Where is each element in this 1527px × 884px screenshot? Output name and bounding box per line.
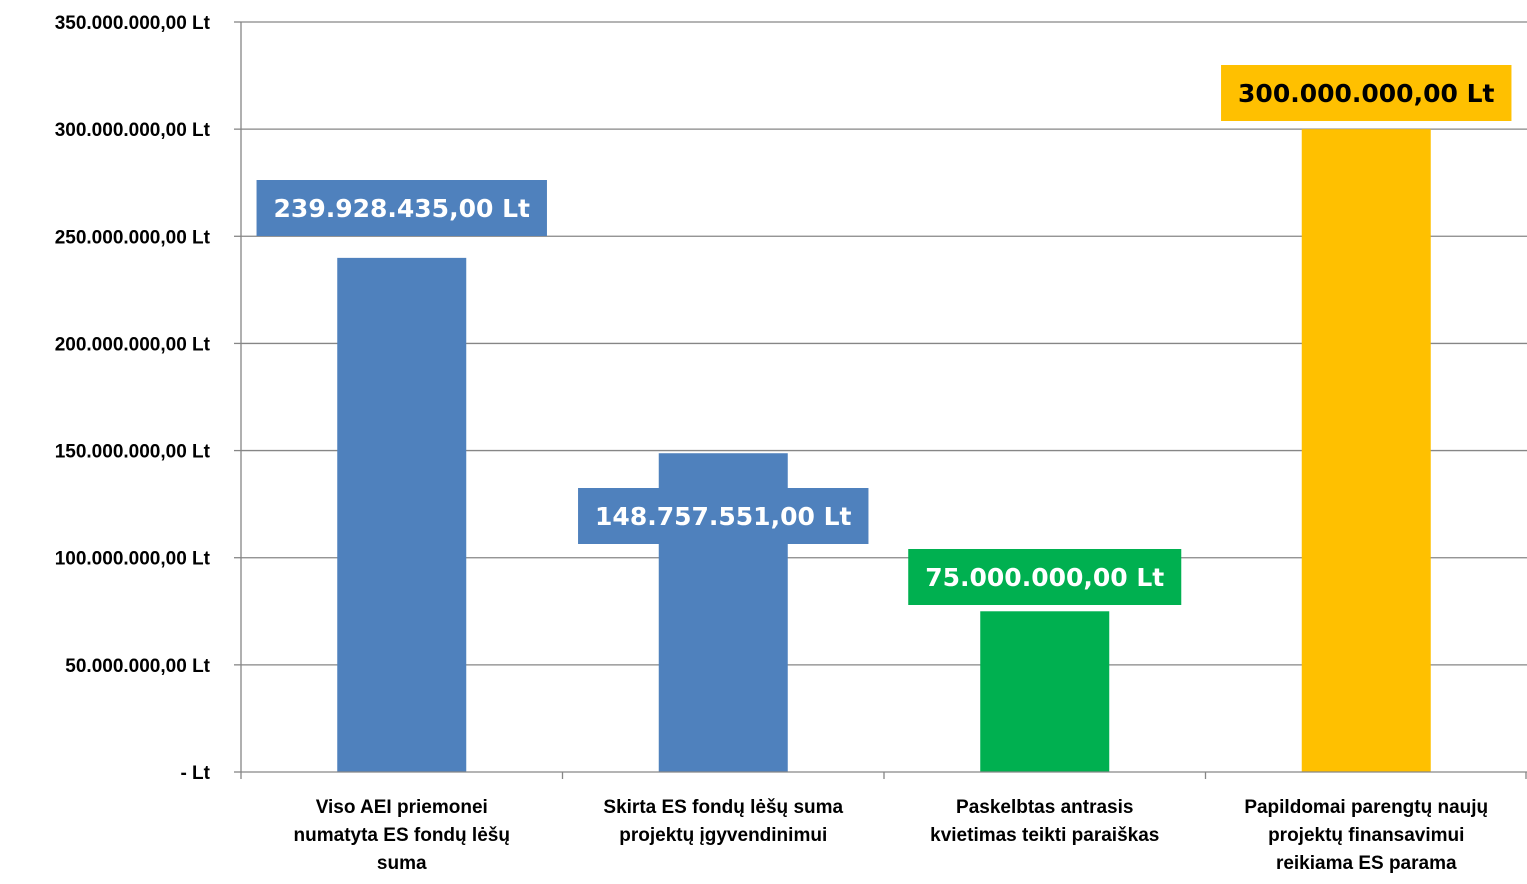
data-label-box — [578, 488, 869, 544]
category-label: Viso AEI priemonei — [316, 797, 488, 818]
y-tick-label: 350.000.000,00 Lt — [55, 13, 211, 34]
category-label: Papildomai parengtų naujų — [1244, 797, 1488, 818]
data-label: 148.757.551,00 Lt — [595, 502, 851, 531]
category-label: Skirta ES fondų lėšų suma — [603, 797, 843, 818]
y-axis-tick-labels: - Lt 50.000.000,00 Lt 100.000.000,00 Lt 150… — [55, 13, 211, 784]
data-label-box — [908, 549, 1182, 605]
y-tick-label: 250.000.000,00 Lt — [55, 227, 211, 248]
category-label: kvietimas teikti paraiškas — [930, 825, 1159, 846]
category-label: reikiama ES parama — [1276, 853, 1457, 874]
data-label: 239.928.435,00 Lt — [274, 194, 530, 223]
y-tick-label: 100.000.000,00 Lt — [55, 549, 211, 570]
category-label: Paskelbtas antrasis — [956, 797, 1133, 818]
bar — [1301, 129, 1431, 773]
data-label-box — [1221, 65, 1512, 121]
category-label: projektų finansavimui — [1268, 825, 1464, 846]
data-label: 75.000.000,00 Lt — [925, 563, 1164, 592]
category-label: suma — [377, 853, 427, 874]
data-label-box — [256, 180, 547, 236]
x-axis-category-labels: Viso AEI priemonei numatyta ES fondų lėšų… — [294, 797, 1489, 874]
y-tick-label: - Lt — [180, 763, 210, 784]
y-tick-label: 50.000.000,00 Lt — [65, 656, 210, 677]
axes — [240, 22, 1527, 779]
data-label: 300.000.000,00 Lt — [1238, 79, 1494, 108]
y-tick-label: 150.000.000,00 Lt — [55, 442, 211, 463]
y-tick-label: 300.000.000,00 Lt — [55, 120, 211, 141]
y-tick-label: 200.000.000,00 Lt — [55, 334, 211, 355]
bar — [980, 611, 1110, 772]
data-labels: 239.928.435,00 Lt 148.757.551,00 Lt 75.000… — [256, 65, 1512, 605]
bar — [337, 257, 467, 772]
category-label: projektų įgyvendinimui — [619, 825, 827, 846]
category-label: numatyta ES fondų lėšų — [294, 825, 510, 846]
